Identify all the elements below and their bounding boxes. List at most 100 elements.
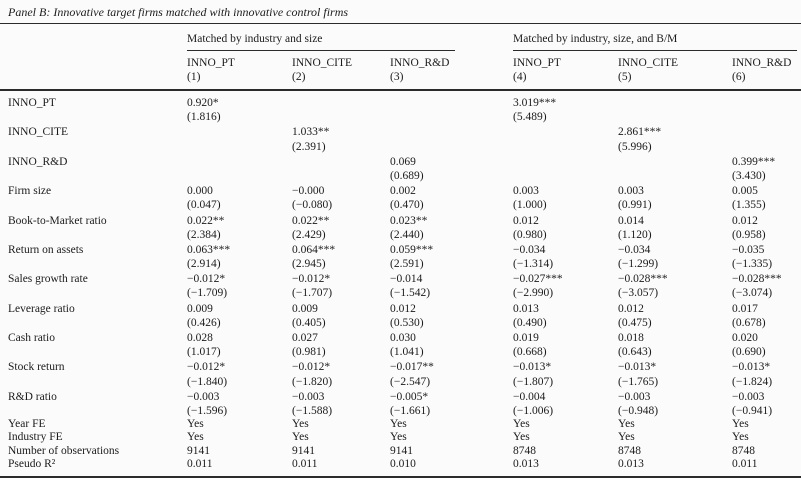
coef-cell: −0.034 (−1.314) (513, 242, 618, 271)
coef-cell: 0.018 (0.643) (618, 330, 732, 359)
t-statistic-value: (0.530) (390, 316, 424, 329)
summary-cell: Yes (513, 418, 530, 431)
t-statistic-value: (0.470) (390, 199, 424, 212)
coef-cell: 0.059*** (2.591) (390, 242, 513, 271)
coef-cell: 0.012 (0.475) (618, 301, 732, 330)
variable-row: INNO_R&D 0.069 (0.689) 0.399*** (3.430) (0, 154, 801, 183)
summary-cell: Yes (618, 418, 635, 431)
coefficient-value: −0.012* (292, 361, 331, 374)
t-statistic-value (732, 110, 801, 124)
coef-cell: 0.030 (1.041) (390, 330, 513, 359)
coef-cell: 0.020 (0.690) (732, 330, 801, 359)
coefficient-value: 0.012 (390, 302, 416, 315)
variable-row: Firm size 0.000 (0.047) −0.000 (−0.080) 0.002… (0, 183, 801, 212)
column-header-number: (4) (513, 70, 527, 83)
coef-cell: −0.028*** (−3.074) (732, 271, 801, 300)
coef-cell: 0.003 (1.000) (513, 183, 618, 212)
t-statistic-value: (−1.840) (187, 375, 228, 388)
column-header-name: INNO_R&D (732, 57, 792, 69)
coef-cell: −0.003 (−1.596) (187, 389, 292, 418)
summary-cell: Yes (732, 431, 749, 444)
coefficient-value: 2.861*** (618, 126, 662, 139)
coefficient-value: −0.003 (292, 390, 325, 403)
t-statistic-value: (−1.335) (732, 258, 773, 271)
t-statistic-value (292, 110, 390, 124)
summary-cell: 0.011 (187, 457, 213, 470)
coefficient-value (618, 155, 732, 169)
coef-cell (618, 154, 732, 183)
coef-cell: −0.012* (−1.709) (187, 271, 292, 300)
t-statistic-value (390, 110, 513, 124)
coef-cell: 0.063*** (2.914) (187, 242, 292, 271)
coef-cell: −0.003 (−1.588) (292, 389, 390, 418)
coefficient-value: 3.019*** (513, 97, 557, 109)
t-statistic-value: (1.017) (187, 346, 221, 359)
coef-cell: −0.028*** (−3.057) (618, 271, 732, 300)
t-statistic-value: (0.405) (292, 316, 326, 329)
coef-cell: −0.000 (−0.080) (292, 183, 390, 212)
t-statistic-value: (0.981) (292, 346, 326, 359)
coefficient-value: 0.014 (618, 214, 644, 227)
column-header-name: INNO_PT (187, 57, 235, 69)
t-statistic-value (513, 140, 618, 154)
coefficient-value: −0.035 (732, 243, 765, 256)
coef-cell (513, 154, 618, 183)
coefficient-value: 0.020 (732, 332, 758, 344)
column-header-number: (6) (732, 70, 746, 83)
coefficient-value: −0.013* (732, 361, 771, 374)
column-header-number: (5) (618, 70, 632, 83)
summary-cell: Yes (390, 431, 407, 444)
t-statistic-value: (−1.709) (187, 287, 228, 300)
coefficient-value: 0.012 (732, 214, 758, 227)
coefficient-value: −0.027*** (513, 273, 563, 286)
coefficient-value: −0.013* (618, 361, 657, 374)
summary-cell: Yes (513, 431, 530, 444)
coef-cell: −0.013* (−1.765) (618, 359, 732, 388)
t-statistic-value: (−2.547) (390, 375, 431, 388)
coefficient-value: 0.019 (513, 332, 539, 344)
t-statistic-value: (−1.807) (513, 375, 554, 388)
t-statistic-value: (0.047) (187, 199, 221, 212)
coef-cell: 0.009 (0.426) (187, 301, 292, 330)
coefficient-value: 0.399*** (732, 155, 776, 168)
coefficient-value: 0.009 (187, 302, 213, 315)
coef-cell: 0.027 (0.981) (292, 330, 390, 359)
coef-cell: 0.064*** (2.945) (292, 242, 390, 271)
coef-cell: −0.012* (−1.840) (187, 359, 292, 388)
coefficient-value: 0.005 (732, 185, 758, 198)
column-header-name: INNO_CITE (618, 57, 679, 69)
panel-title: Panel B: Innovative target firms matched… (0, 0, 801, 24)
t-statistic-value (618, 110, 732, 124)
summary-cell: Yes (187, 431, 204, 444)
coefficient-value: 0.022** (187, 214, 225, 227)
variable-row: R&D ratio −0.003 (−1.596) −0.003 (−1.588) −0.… (0, 389, 801, 418)
summary-row: Pseudo R² 0.011 0.011 0.010 0.013 0.013 0.011 (0, 458, 801, 477)
coef-cell: 0.022** (2.429) (292, 213, 390, 242)
coefficient-value (732, 125, 801, 139)
summary-cell: Yes (187, 418, 204, 431)
coef-cell: 0.014 (1.120) (618, 213, 732, 242)
coefficient-value: −0.005* (390, 390, 429, 403)
coef-cell: 3.019*** (5.489) (513, 90, 618, 124)
coefficient-value (390, 125, 513, 139)
t-statistic-value (390, 140, 513, 154)
coefficient-value (187, 125, 292, 139)
summary-cell: Yes (732, 418, 749, 431)
t-statistic-value: (0.475) (618, 316, 652, 329)
row-label: Number of observations (8, 444, 120, 457)
coefficient-value: −0.028*** (732, 273, 782, 286)
coefficient-value: 0.012 (618, 302, 644, 315)
t-statistic-value: (2.440) (390, 228, 424, 241)
coef-cell: 0.023** (2.440) (390, 213, 513, 242)
coef-cell (187, 124, 292, 153)
coefficient-value: −0.017** (390, 361, 434, 374)
coefficient-value (390, 96, 513, 110)
t-statistic-value: (−1.588) (292, 404, 333, 417)
column-header: INNO_R&D (6) (732, 51, 801, 91)
column-header-number: (3) (390, 70, 404, 83)
t-statistic-value: (2.384) (187, 228, 221, 241)
column-header-number: (1) (187, 70, 201, 83)
t-statistic-value: (1.355) (732, 199, 766, 212)
coefficient-value: 0.023** (390, 214, 428, 227)
summary-cell: 0.013 (513, 457, 539, 470)
